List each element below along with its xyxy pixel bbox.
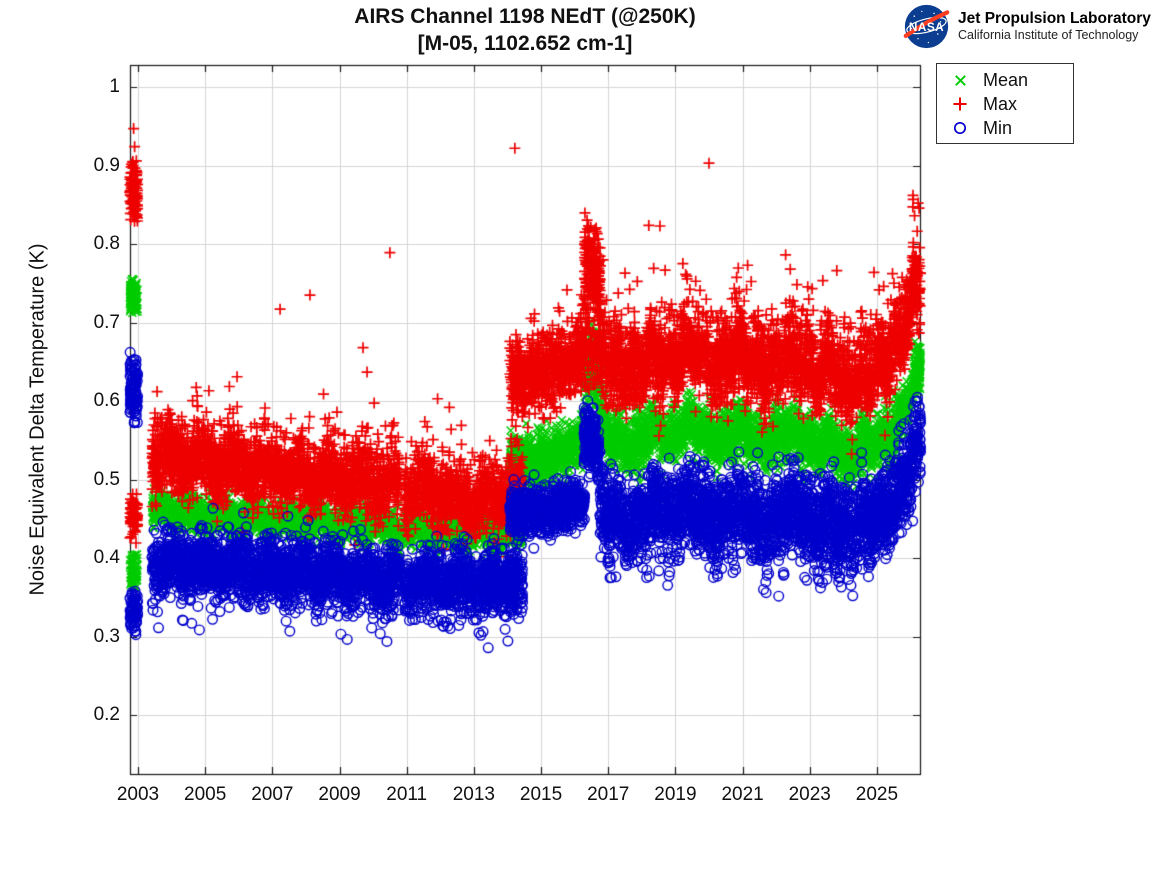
y-tick-label: 0.8 — [93, 233, 120, 255]
chart-title: AIRS Channel 1198 NEdT (@250K) — [354, 5, 696, 28]
chart-title-block: AIRS Channel 1198 NEdT (@250K) [M-05, 11… — [130, 3, 920, 57]
y-tick-label: 1 — [109, 75, 120, 97]
y-tick-label: 0.3 — [93, 625, 120, 647]
y-tick-label: 0.4 — [93, 547, 120, 569]
jpl-wordmark: Jet Propulsion Laboratory California Ins… — [958, 10, 1151, 43]
x-tick-label: 2019 — [654, 784, 697, 805]
y-tick-label: 0.7 — [93, 311, 120, 333]
x-tick-label: 2025 — [855, 784, 899, 805]
legend: Mean Max Min — [936, 63, 1074, 144]
x-tick-label: 2007 — [251, 784, 294, 805]
y-tick-label: 0.6 — [93, 390, 120, 412]
legend-label-max: Max — [983, 93, 1018, 114]
min-circle-marker-icon — [937, 120, 983, 136]
x-tick-label: 2003 — [116, 784, 160, 805]
x-tick-label: 2017 — [587, 784, 630, 805]
y-tick-label: 0.9 — [93, 154, 120, 176]
legend-row-mean: Mean — [937, 68, 1073, 92]
mean-x-marker-icon — [937, 73, 983, 88]
legend-label-mean: Mean — [983, 69, 1029, 90]
legend-row-max: Max — [937, 92, 1073, 116]
nasa-ball-text: NASA — [909, 21, 944, 34]
legend-label-min: Min — [983, 117, 1013, 138]
x-tick-label: 2011 — [386, 784, 428, 805]
y-tick-label: 0.5 — [93, 468, 120, 490]
x-tick-label: 2013 — [452, 784, 496, 805]
legend-row-min: Min — [937, 116, 1073, 140]
max-plus-marker-icon — [937, 96, 983, 112]
x-tick-label: 2023 — [788, 784, 831, 805]
chart-subtitle: [M-05, 1102.652 cm-1] — [417, 32, 633, 55]
x-tick-label: 2015 — [519, 784, 563, 805]
jpl-org-sub: California Institute of Technology — [958, 28, 1139, 42]
x-tick-label: 2021 — [721, 784, 764, 805]
jpl-logo: NASA Jet Propulsion Laboratory Californi… — [903, 3, 1151, 50]
x-tick-label: 2009 — [318, 784, 361, 805]
nasa-meatball-icon: NASA — [903, 4, 950, 49]
x-tick-label: 2005 — [184, 784, 227, 805]
y-axis-label: Noise Equivalent Delta Temperature (K) — [26, 243, 49, 596]
jpl-org-name: Jet Propulsion Laboratory — [958, 10, 1151, 27]
y-tick-label: 0.2 — [93, 704, 120, 726]
